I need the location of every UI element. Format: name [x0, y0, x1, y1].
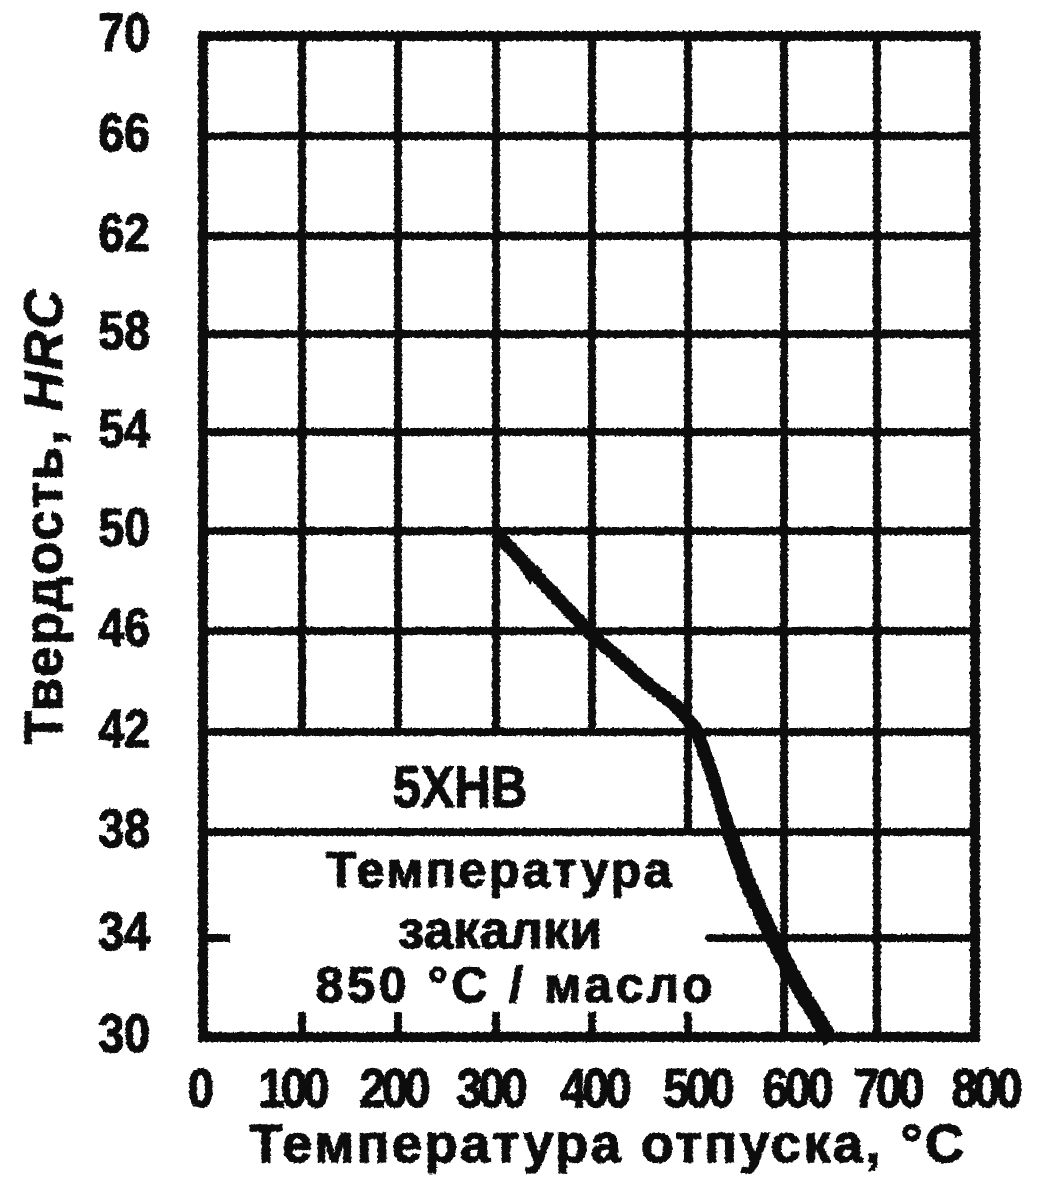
svg-text:70: 70	[98, 2, 150, 63]
svg-text:Температура отпуска, °C: Температура отпуска, °C	[249, 1114, 966, 1174]
svg-text:Температура: Температура	[326, 842, 674, 898]
svg-text:5ХНВ: 5ХНВ	[393, 755, 528, 820]
svg-text:42: 42	[98, 698, 150, 759]
svg-text:58: 58	[98, 300, 150, 361]
svg-text:34: 34	[98, 901, 150, 962]
svg-text:50: 50	[98, 497, 150, 558]
svg-text:закалки: закалки	[398, 901, 602, 960]
svg-text:62: 62	[98, 202, 150, 263]
svg-text:Твердость, HRC: Твердость, HRC	[14, 288, 74, 744]
svg-text:30: 30	[98, 1003, 150, 1064]
svg-text:700: 700	[853, 1058, 923, 1119]
svg-text:200: 200	[359, 1058, 429, 1119]
svg-text:46: 46	[98, 597, 150, 658]
svg-text:66: 66	[98, 102, 150, 163]
svg-text:800: 800	[951, 1058, 1021, 1119]
svg-text:300: 300	[456, 1058, 526, 1119]
svg-text:600: 600	[762, 1058, 832, 1119]
svg-text:850 °C / масло: 850 °C / масло	[316, 957, 716, 1013]
svg-text:400: 400	[560, 1058, 630, 1119]
svg-text:0: 0	[188, 1058, 213, 1119]
svg-text:38: 38	[98, 798, 150, 859]
svg-text:100: 100	[258, 1058, 328, 1119]
svg-text:500: 500	[663, 1058, 733, 1119]
svg-text:54: 54	[98, 398, 150, 459]
